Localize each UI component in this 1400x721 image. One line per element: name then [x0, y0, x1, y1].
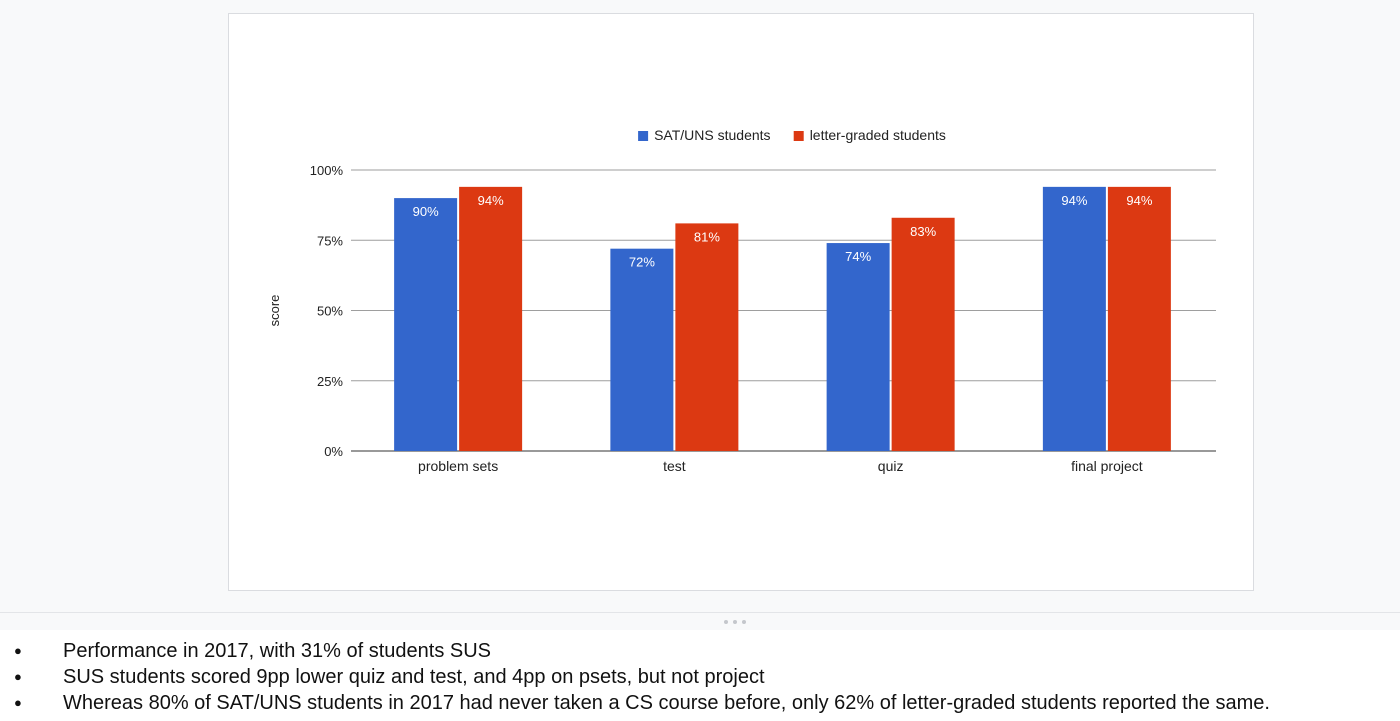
- bar-data-label: 94%: [478, 193, 504, 208]
- bar-sat-uns: [1042, 186, 1106, 452]
- slide-canvas-area: 0% 25% 50% 75% 100% score 90% 94% problem sets 72…: [228, 13, 1254, 591]
- bar-data-label: 83%: [910, 224, 936, 239]
- y-tick-label: 100%: [310, 163, 344, 178]
- y-tick-label: 75%: [317, 233, 343, 248]
- bar-sat-uns: [394, 198, 458, 451]
- bar-letter-graded: [891, 217, 955, 451]
- legend-label: SAT/UNS students: [654, 127, 770, 143]
- x-tick-label: test: [663, 458, 686, 474]
- bullet-icon: ●: [14, 669, 22, 684]
- speaker-notes-panel[interactable]: ● Performance in 2017, with 31% of stude…: [0, 630, 1400, 721]
- bar-data-label: 94%: [1061, 193, 1087, 208]
- notes-bullet-item: ● Performance in 2017, with 31% of stude…: [0, 638, 1400, 664]
- x-tick-label: problem sets: [418, 458, 498, 474]
- bullet-icon: ●: [14, 695, 22, 710]
- bar-data-label: 74%: [845, 249, 871, 264]
- drag-handle-icon[interactable]: [724, 620, 756, 624]
- bullet-icon: ●: [14, 643, 22, 658]
- notes-bullet-item: ● SUS students scored 9pp lower quiz and…: [0, 664, 1400, 690]
- bar-letter-graded: [1107, 186, 1171, 452]
- slide[interactable]: 0% 25% 50% 75% 100% score 90% 94% problem sets 72…: [228, 13, 1254, 591]
- bar-letter-graded: [459, 186, 523, 452]
- bar-letter-graded: [675, 223, 739, 451]
- legend-swatch: [638, 131, 649, 141]
- speaker-notes-list: ● Performance in 2017, with 31% of stude…: [0, 638, 1400, 716]
- notes-bullet-text: Whereas 80% of SAT/UNS students in 2017 …: [63, 692, 1270, 714]
- y-tick-label: 25%: [317, 374, 343, 389]
- bar-data-label: 90%: [413, 204, 439, 219]
- bar-sat-uns: [826, 243, 890, 451]
- x-tick-label: quiz: [878, 458, 904, 474]
- legend-swatch: [793, 131, 804, 141]
- bar-data-label: 94%: [1126, 193, 1152, 208]
- bar-sat-uns: [610, 248, 674, 451]
- bar-data-label: 72%: [629, 255, 655, 270]
- notes-bullet-text: SUS students scored 9pp lower quiz and t…: [63, 666, 765, 688]
- legend-label: letter-graded students: [810, 127, 946, 143]
- bar-data-label: 81%: [694, 229, 720, 244]
- y-tick-label: 50%: [317, 304, 343, 319]
- x-tick-label: final project: [1071, 458, 1143, 474]
- notes-bullet-item: ● Whereas 80% of SAT/UNS students in 201…: [0, 690, 1400, 716]
- y-tick-label: 0%: [324, 444, 343, 459]
- notes-splitter[interactable]: [0, 612, 1400, 630]
- bar-chart: 0% 25% 50% 75% 100% score 90% 94% problem sets 72…: [267, 127, 1216, 474]
- notes-bullet-text: Performance in 2017, with 31% of student…: [63, 640, 492, 662]
- y-axis-label: score: [267, 295, 282, 327]
